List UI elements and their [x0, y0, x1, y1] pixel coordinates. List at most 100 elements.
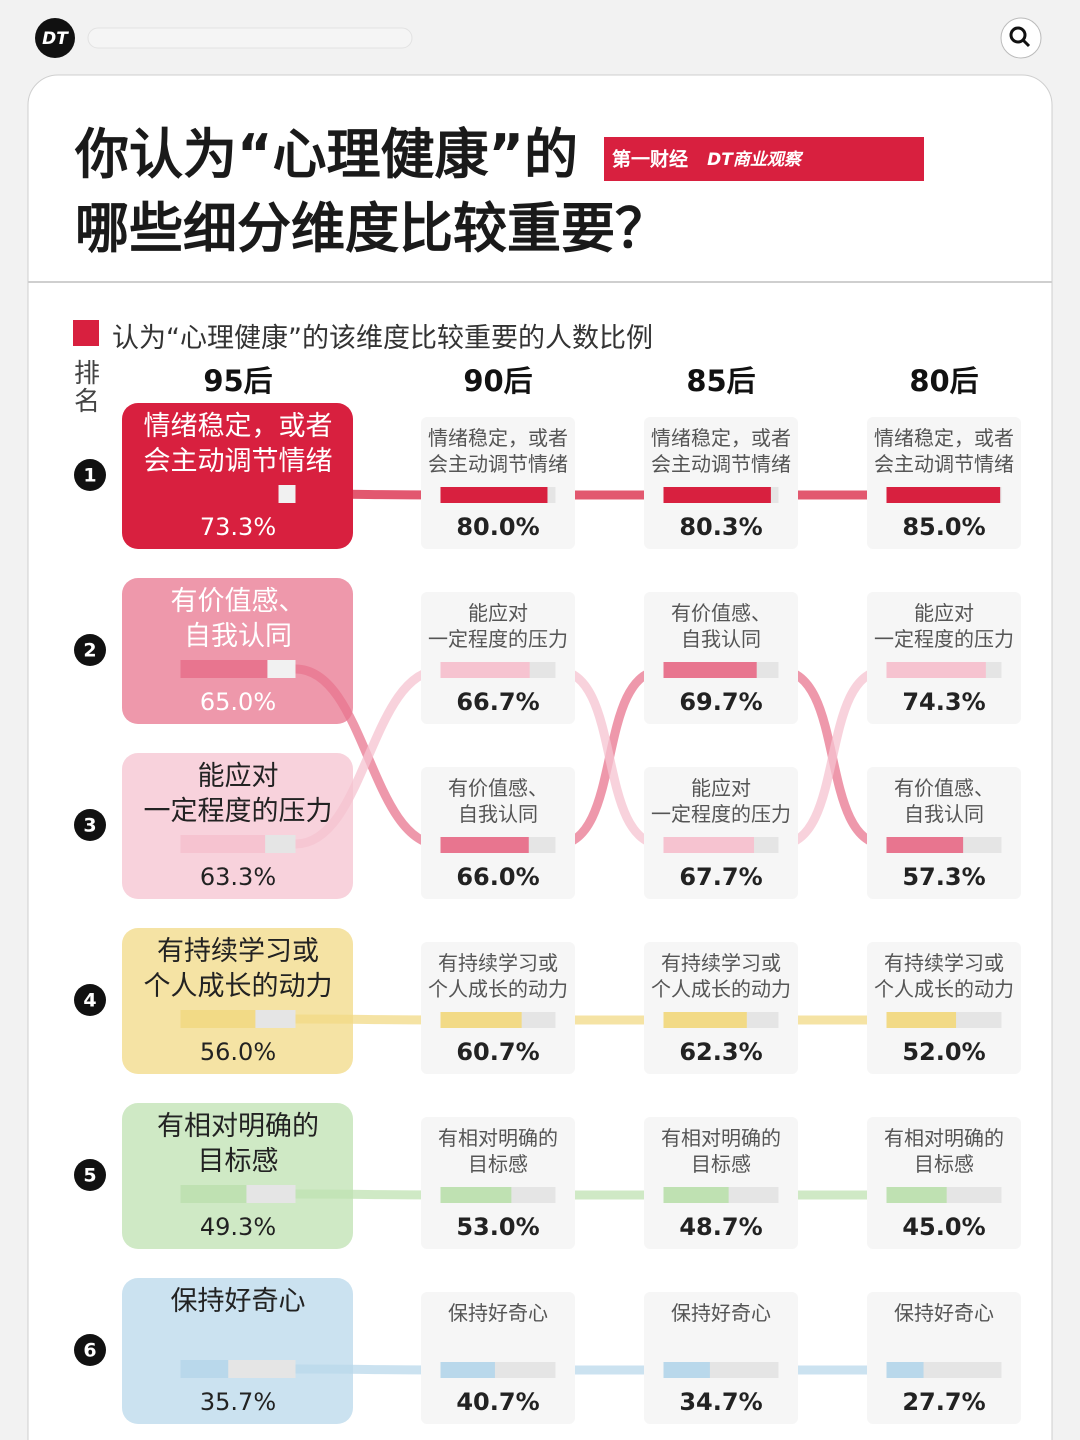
- series-name: 保持好奇心: [894, 1301, 994, 1325]
- title: 你认为“心理健康”的 哪些细分维度比较重要？: [75, 123, 669, 260]
- rank-badge: [74, 634, 106, 666]
- bar: [180, 1360, 229, 1378]
- bar: [886, 487, 1001, 503]
- search-bar[interactable]: [87, 27, 413, 49]
- rank-number: 6: [83, 1340, 96, 1362]
- bar: [663, 1362, 710, 1378]
- label-card: [421, 767, 575, 899]
- series-name: 有相对明确的 目标感: [661, 1126, 781, 1176]
- label-card: [122, 403, 353, 549]
- label-card: [644, 592, 798, 724]
- label-card: [644, 942, 798, 1074]
- value-label: 48.7%: [679, 1213, 762, 1241]
- value-label: 52.0%: [902, 1038, 985, 1066]
- bar: [180, 1185, 247, 1203]
- series-name: 情绪稳定，或者 会主动调节情绪: [874, 426, 1014, 476]
- value-label: 85.0%: [902, 513, 985, 541]
- value-label: 80.0%: [456, 513, 539, 541]
- value-label: 27.7%: [902, 1388, 985, 1416]
- series-name: 有持续学习或 个人成长的动力: [651, 951, 791, 1001]
- label-card: [421, 942, 575, 1074]
- partner-name: DT商业观察: [707, 150, 804, 170]
- value-label: 49.3%: [200, 1213, 276, 1241]
- series-name: 有相对明确的 目标感: [884, 1126, 1004, 1176]
- value-label: 34.7%: [679, 1388, 762, 1416]
- value-label: 40.7%: [456, 1388, 539, 1416]
- value-label: 74.3%: [902, 688, 985, 716]
- bar: [440, 487, 548, 503]
- series-name: 有价值感、 自我认同: [894, 776, 994, 826]
- bar: [886, 662, 986, 678]
- series-name: 有价值感、 自我认同: [448, 776, 548, 826]
- column-header: 95后: [203, 364, 272, 398]
- rank-number: 4: [83, 990, 96, 1012]
- rank-badge: [74, 984, 106, 1016]
- rank-badge: [74, 1159, 106, 1191]
- label-card: [867, 1117, 1021, 1249]
- connector: [778, 665, 887, 850]
- column-header: 90后: [463, 364, 532, 398]
- bar: [440, 1187, 512, 1203]
- bar: [663, 487, 771, 503]
- rank-number: 5: [83, 1165, 96, 1187]
- value-label: 65.0%: [200, 688, 276, 716]
- series-name: 有持续学习或 个人成长的动力: [143, 936, 333, 1002]
- bar: [663, 662, 757, 678]
- partner-name: 第一财经: [612, 148, 688, 171]
- value-label: 35.7%: [200, 1388, 276, 1416]
- bar: [440, 1012, 522, 1028]
- series-name: 有持续学习或 个人成长的动力: [874, 951, 1014, 1001]
- value-label: 63.3%: [200, 863, 276, 891]
- series-name: 有相对明确的 目标感: [438, 1126, 558, 1176]
- label-card: [421, 1117, 575, 1249]
- label-card: [867, 417, 1021, 549]
- value-label: 73.3%: [200, 513, 276, 541]
- logo[interactable]: [35, 18, 75, 58]
- value-label: 62.3%: [679, 1038, 762, 1066]
- value-label: 66.0%: [456, 863, 539, 891]
- bar: [886, 1187, 947, 1203]
- legend-swatch: [73, 320, 99, 346]
- rank-number: 2: [83, 640, 96, 662]
- series-name: 情绪稳定，或者 会主动调节情绪: [143, 411, 333, 477]
- bar: [180, 485, 279, 503]
- bar: [886, 1362, 924, 1378]
- logo-text: DT: [42, 29, 69, 49]
- value-label: 56.0%: [200, 1038, 276, 1066]
- search-button[interactable]: [1000, 17, 1042, 59]
- series-name: 能应对 一定程度的压力: [143, 761, 333, 827]
- series-name: 有价值感、 自我认同: [671, 601, 771, 651]
- label-card: [867, 1292, 1021, 1424]
- bar: [440, 1362, 495, 1378]
- label-card: [122, 928, 353, 1074]
- bar: [886, 837, 964, 853]
- label-card: [644, 417, 798, 549]
- label-card: [122, 578, 353, 724]
- series-name: 保持好奇心: [170, 1286, 306, 1317]
- label-card: [867, 767, 1021, 899]
- series-name: 保持好奇心: [448, 1301, 548, 1325]
- rank-badge: [74, 809, 106, 841]
- bar: [440, 662, 530, 678]
- label-card: [122, 1278, 353, 1424]
- series-name: 有相对明确的 目标感: [157, 1111, 319, 1177]
- value-label: 67.7%: [679, 863, 762, 891]
- label-card: [867, 592, 1021, 724]
- series-name: 情绪稳定，或者 会主动调节情绪: [651, 426, 791, 476]
- bar: [886, 1012, 957, 1028]
- bar: [180, 660, 268, 678]
- value-label: 53.0%: [456, 1213, 539, 1241]
- bar: [663, 1012, 747, 1028]
- series-name: 能应对 一定程度的压力: [874, 601, 1014, 651]
- label-card: [421, 592, 575, 724]
- rank-number: 3: [83, 815, 96, 837]
- search-icon: [1021, 38, 1031, 48]
- value-label: 80.3%: [679, 513, 762, 541]
- label-card: [122, 1103, 353, 1249]
- label-card: [867, 942, 1021, 1074]
- series-name: 保持好奇心: [671, 1301, 771, 1325]
- bar: [663, 837, 755, 853]
- rank-badge: [74, 1334, 106, 1366]
